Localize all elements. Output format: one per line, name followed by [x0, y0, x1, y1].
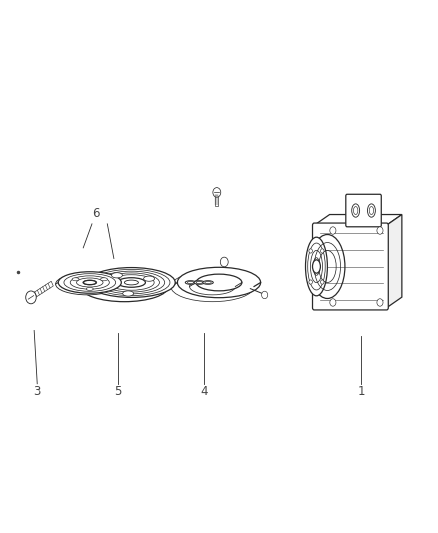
Polygon shape — [387, 214, 402, 308]
Text: 3: 3 — [34, 385, 41, 398]
Ellipse shape — [81, 272, 168, 302]
Ellipse shape — [309, 280, 312, 284]
Ellipse shape — [203, 281, 213, 284]
Ellipse shape — [306, 237, 328, 296]
Ellipse shape — [177, 268, 261, 297]
Ellipse shape — [321, 280, 324, 284]
Ellipse shape — [93, 269, 170, 296]
Ellipse shape — [309, 249, 312, 253]
Ellipse shape — [58, 272, 121, 293]
Ellipse shape — [103, 273, 159, 292]
Ellipse shape — [72, 278, 79, 281]
Circle shape — [213, 188, 221, 197]
Ellipse shape — [144, 276, 155, 281]
Ellipse shape — [194, 281, 205, 284]
Ellipse shape — [56, 273, 119, 295]
Circle shape — [330, 227, 336, 235]
Text: 5: 5 — [115, 385, 122, 398]
Circle shape — [220, 257, 228, 267]
Circle shape — [377, 227, 383, 235]
Polygon shape — [215, 193, 218, 206]
Ellipse shape — [123, 291, 134, 296]
Ellipse shape — [310, 235, 345, 298]
Ellipse shape — [112, 273, 123, 278]
Ellipse shape — [109, 274, 154, 290]
FancyBboxPatch shape — [346, 195, 381, 227]
Ellipse shape — [84, 280, 96, 285]
Ellipse shape — [117, 278, 145, 287]
Circle shape — [26, 291, 36, 304]
Ellipse shape — [88, 268, 175, 297]
Ellipse shape — [190, 278, 235, 295]
Circle shape — [377, 298, 383, 306]
Text: 4: 4 — [200, 385, 208, 398]
Circle shape — [330, 298, 336, 306]
Text: 6: 6 — [92, 207, 100, 220]
Ellipse shape — [352, 204, 360, 217]
Ellipse shape — [185, 281, 196, 284]
Ellipse shape — [196, 274, 242, 291]
FancyBboxPatch shape — [313, 223, 389, 310]
Ellipse shape — [98, 271, 165, 294]
Ellipse shape — [171, 271, 254, 302]
Polygon shape — [314, 214, 402, 225]
Ellipse shape — [86, 287, 93, 290]
Circle shape — [261, 291, 268, 298]
Text: 1: 1 — [357, 385, 365, 398]
Polygon shape — [30, 281, 53, 300]
Ellipse shape — [101, 278, 107, 281]
Ellipse shape — [367, 204, 375, 217]
Ellipse shape — [321, 249, 324, 253]
Ellipse shape — [313, 260, 321, 273]
